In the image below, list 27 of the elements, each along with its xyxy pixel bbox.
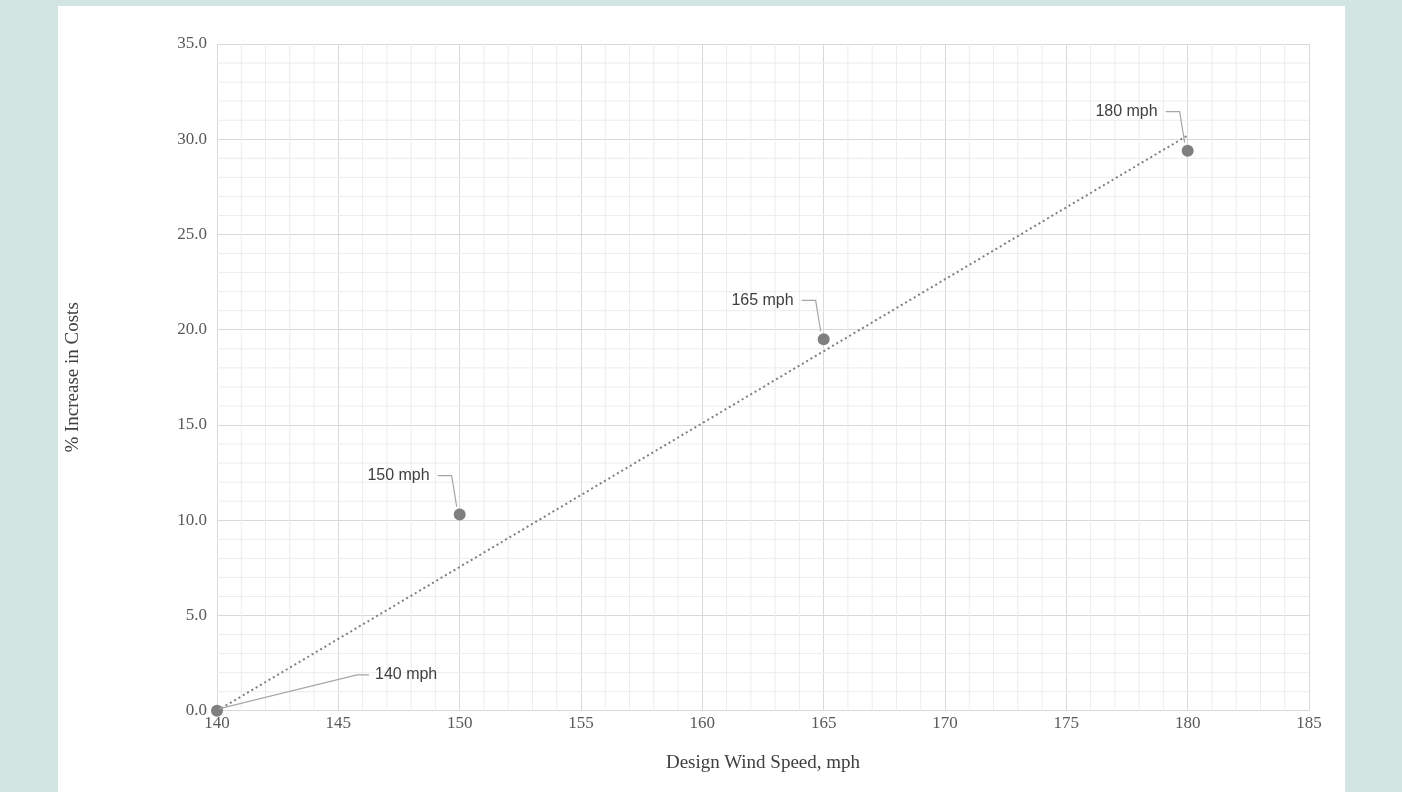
x-tick-label: 180 <box>1174 713 1201 733</box>
point <box>453 508 466 521</box>
x-tick-label: 165 <box>810 713 837 733</box>
y-tick-label: 30.0 <box>177 128 207 148</box>
annotation: 165 mph <box>731 290 794 308</box>
x-tick-label: 145 <box>325 713 352 733</box>
x-tick-label: 160 <box>689 713 716 733</box>
y-tick-label: 20.0 <box>177 319 207 339</box>
x-tick-label: 150 <box>446 713 473 733</box>
y-tick-label: 25.0 <box>177 223 207 243</box>
y-tick-label: 35.0 <box>177 33 207 53</box>
x-tick-label: 155 <box>568 713 594 733</box>
y-tick-label: 15.0 <box>177 414 207 434</box>
y-tick-label: 5.0 <box>185 605 207 625</box>
point <box>817 333 830 346</box>
y-axis-title: % Increase in Costs <box>61 302 83 453</box>
y-tick-label: 0.0 <box>185 700 207 720</box>
x-tick-label: 185 <box>1296 713 1322 733</box>
x-tick-label: 170 <box>932 713 958 733</box>
x-axis-title: Design Wind Speed, mph <box>665 750 861 772</box>
annotation: 180 mph <box>1095 102 1158 120</box>
y-tick-label: 10.0 <box>177 509 207 529</box>
point <box>211 704 223 717</box>
point <box>1181 144 1194 157</box>
annotation: 140 mph <box>375 665 438 683</box>
x-tick-label: 175 <box>1053 713 1080 733</box>
annotation: 150 mph <box>367 465 430 483</box>
